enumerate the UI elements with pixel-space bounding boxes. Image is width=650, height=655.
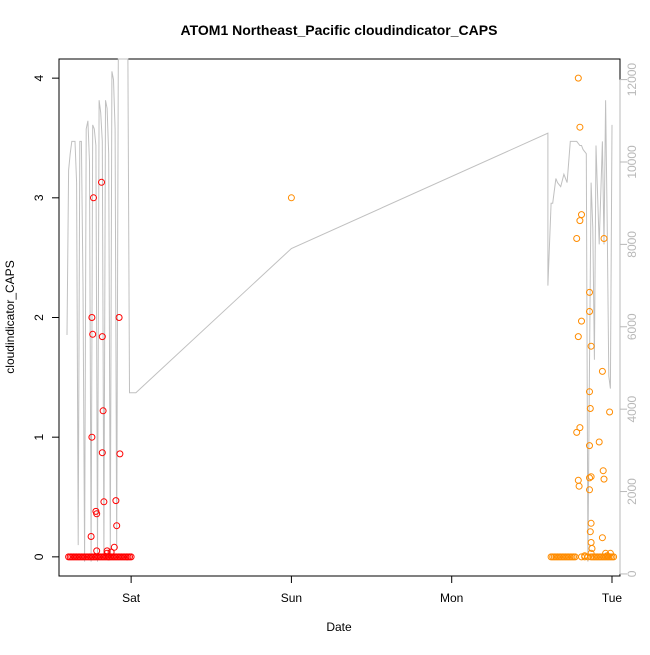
- x-tick-label: Mon: [440, 591, 463, 605]
- data-point: [578, 211, 585, 219]
- data-point: [586, 288, 593, 296]
- y2-tick-label: 2000: [625, 478, 639, 505]
- data-point: [98, 333, 106, 341]
- y-tick-label: 0: [32, 553, 46, 560]
- data-point: [587, 539, 595, 546]
- chart-title: ATOM1 Northeast_Pacific cloudindicator_C…: [181, 22, 498, 38]
- data-point: [110, 543, 118, 551]
- data-point: [574, 74, 582, 82]
- data-point: [89, 330, 97, 338]
- data-point: [586, 474, 593, 482]
- data-point: [598, 534, 606, 542]
- data-point: [578, 317, 585, 325]
- data-point: [99, 407, 107, 415]
- data-point: [586, 442, 593, 450]
- data-point: [595, 438, 603, 446]
- data-point: [116, 450, 124, 458]
- x-tick-label: Sun: [281, 591, 302, 605]
- data-point: [603, 552, 611, 560]
- y-axis-label: cloudindicator_CAPS: [3, 260, 17, 373]
- y2-tick-label: 12000: [625, 63, 639, 97]
- data-point: [587, 473, 595, 481]
- x-axis-label: Date: [326, 620, 352, 634]
- y2-tick-label: 6000: [625, 313, 639, 340]
- data-point: [93, 510, 101, 518]
- y2-tick-label: 8000: [625, 231, 639, 258]
- data-point: [574, 476, 582, 484]
- data-point: [573, 428, 581, 436]
- y2-tick-label: 10000: [625, 145, 639, 179]
- data-point: [587, 342, 595, 350]
- data-point: [127, 553, 135, 561]
- data-point: [576, 217, 584, 225]
- data-point: [100, 498, 108, 506]
- data-point: [586, 388, 593, 396]
- line-layer: [66, 58, 613, 562]
- x-axis: Sat Sun Mon Tue: [122, 575, 623, 605]
- data-point: [88, 314, 96, 321]
- data-point: [98, 178, 105, 186]
- data-point: [606, 408, 614, 416]
- y-axis: 0 1 2 3 4: [32, 74, 60, 560]
- data-point: [587, 549, 595, 557]
- data-point: [587, 519, 595, 527]
- y-tick-label: 1: [32, 434, 46, 441]
- data-point: [586, 528, 594, 536]
- data-point: [115, 314, 123, 321]
- data-point: [107, 548, 115, 556]
- data-point: [600, 235, 608, 242]
- y2-tick-label: 0: [625, 570, 639, 577]
- data-point: [576, 424, 584, 432]
- data-point: [588, 545, 596, 552]
- x-tick-label: Tue: [602, 591, 623, 605]
- data-point: [586, 486, 593, 494]
- data-point: [598, 367, 606, 375]
- x-tick-label: Sat: [122, 591, 141, 605]
- line-series: [66, 58, 613, 562]
- y-axis-right: 0 2000 4000 6000 8000 10000 12000: [619, 63, 639, 577]
- y-tick-label: 2: [32, 314, 46, 321]
- data-point: [586, 308, 593, 315]
- y2-tick-label: 4000: [625, 395, 639, 422]
- data-point: [574, 333, 582, 341]
- y-tick-label: 3: [32, 194, 46, 201]
- y-tick-label: 4: [32, 74, 46, 81]
- points-layer: [65, 74, 618, 561]
- data-point: [599, 467, 607, 475]
- data-point: [575, 482, 583, 490]
- data-point: [287, 194, 295, 202]
- data-point: [576, 123, 584, 131]
- data-point: [90, 194, 97, 202]
- data-point: [573, 235, 581, 242]
- data-point: [93, 547, 101, 555]
- data-point: [87, 533, 95, 540]
- data-point: [113, 522, 121, 530]
- plot-frame: [58, 58, 621, 577]
- data-point: [112, 497, 120, 505]
- data-point: [98, 449, 106, 457]
- data-point: [103, 549, 111, 557]
- data-point: [581, 552, 589, 560]
- data-point: [586, 405, 594, 412]
- data-point: [88, 433, 96, 441]
- data-point: [600, 475, 608, 483]
